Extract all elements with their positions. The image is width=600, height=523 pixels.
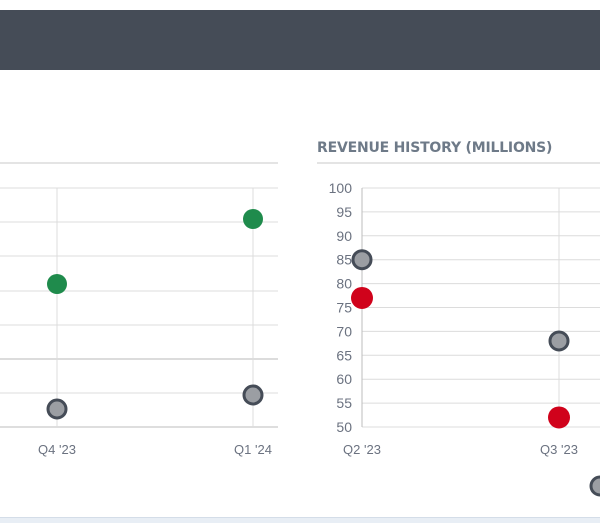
bottom-border xyxy=(0,517,600,523)
right-edge-point xyxy=(589,475,600,497)
right-y-tick-label: 80 xyxy=(336,276,352,292)
right-red-point xyxy=(351,286,373,309)
left-x-tick-label: Q1 '24 xyxy=(234,442,272,457)
revenue-history-title: REVENUE HISTORY (MILLIONS) xyxy=(317,140,553,156)
left-gray-point xyxy=(46,398,68,420)
right-y-tick-label: 85 xyxy=(336,252,352,268)
header-bar xyxy=(0,10,600,70)
left-gray-point xyxy=(242,384,264,406)
right-y-tick-label: 75 xyxy=(336,300,352,316)
right-gray-point xyxy=(548,330,570,352)
right-x-tick-label: Q2 '23 xyxy=(343,442,381,457)
right-y-tick-label: 70 xyxy=(336,323,352,339)
left-x-tick-label: Q4 '23 xyxy=(38,442,76,457)
right-gray-point xyxy=(351,249,373,271)
right-y-tick-label: 95 xyxy=(336,204,352,220)
left-green-point xyxy=(47,274,67,294)
right-x-tick-label: Q3 '23 xyxy=(540,442,578,457)
right-y-tick-label: 55 xyxy=(336,395,352,411)
right-chart: 100 95 90 85 80 75 70 65 60 55 50 Q2 '23 Q3 '23 xyxy=(317,162,600,497)
right-y-tick-label: 65 xyxy=(336,347,352,363)
right-y-tick-label: 60 xyxy=(336,371,352,387)
right-red-point xyxy=(548,406,570,429)
left-chart: Q4 '23 Q1 '24 xyxy=(0,162,278,457)
right-y-tick-label: 90 xyxy=(336,228,352,244)
top-band xyxy=(0,0,600,10)
left-green-point xyxy=(243,209,263,229)
right-y-tick-label: 50 xyxy=(336,419,352,435)
right-y-tick-label: 100 xyxy=(329,180,353,196)
